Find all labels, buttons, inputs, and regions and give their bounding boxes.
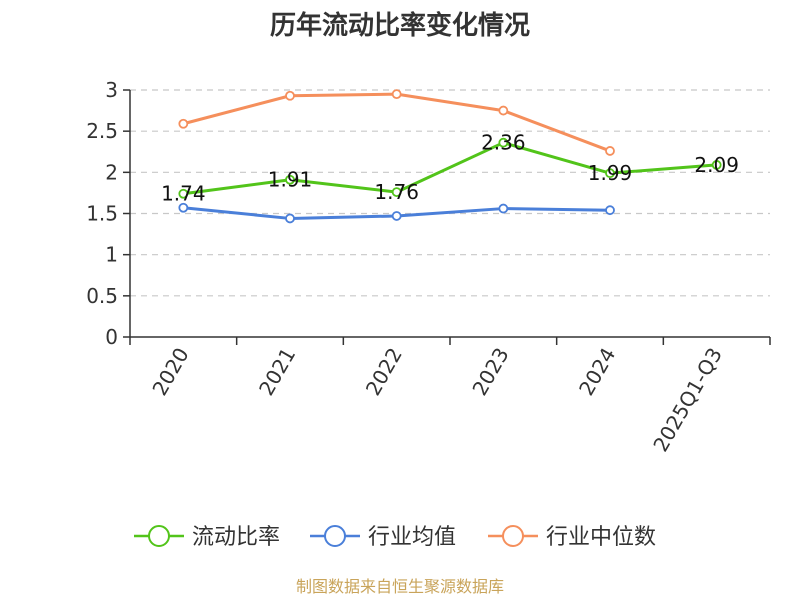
data-point: [178, 202, 189, 213]
series-line: [181, 141, 719, 196]
data-point: [391, 211, 402, 221]
legend-item: 行业中位数: [488, 525, 656, 550]
data-label: 1.74: [161, 182, 206, 206]
data-point: [285, 174, 295, 185]
data-label: 1.76: [374, 180, 419, 204]
y-tick-label: 0.5: [86, 284, 118, 308]
legend-label: 行业中位数: [546, 525, 656, 550]
data-label: 1.99: [588, 161, 633, 185]
legend-label: 流动比率: [192, 525, 280, 550]
data-point: [605, 168, 615, 179]
legend-marker: [148, 525, 170, 547]
x-tick-label: 2024: [574, 344, 620, 400]
data-point: [391, 187, 402, 197]
data-point: [605, 205, 615, 216]
legend: 流动比率 行业均值 行业中位数: [134, 525, 656, 550]
data-point: [391, 89, 402, 100]
x-axis-ticks: 2020 2021 2022 2023 2024 2025Q1-Q3: [129, 337, 771, 456]
data-point: [178, 188, 189, 199]
series-0: [178, 137, 722, 199]
data-point: [285, 213, 295, 224]
data-point: [498, 105, 509, 116]
legend-marker: [502, 525, 524, 547]
data-point: [178, 118, 189, 129]
y-tick-label: 1: [105, 243, 118, 267]
legend-item: 流动比率: [134, 525, 280, 550]
legend-item: 行业均值: [310, 525, 456, 550]
data-point: [285, 90, 295, 101]
data-point: [605, 146, 615, 156]
y-tick-label: 1.5: [86, 202, 118, 226]
data-point: [711, 160, 722, 170]
x-tick-label: 2023: [467, 344, 513, 400]
data-labels: 1.74 1.91 1.76 2.36 1.99 2.09: [161, 131, 739, 206]
y-tick-label: 0: [105, 325, 118, 349]
x-tick-label: 2022: [361, 344, 407, 400]
y-axis-ticks: 0 0.5 1 1.5 2 2.5 3: [86, 78, 130, 349]
series-line: [181, 92, 612, 153]
data-point: [498, 203, 509, 214]
legend-marker: [324, 525, 346, 547]
legend-label: 行业均值: [368, 525, 456, 550]
y-tick-label: 2.5: [86, 119, 118, 143]
data-label: 2.09: [694, 153, 739, 177]
x-tick-label: 2021: [254, 344, 300, 400]
series-1: [178, 202, 615, 224]
grid: [130, 89, 770, 297]
chart-title: 历年流动比率变化情况: [270, 10, 530, 41]
x-tick-label: 2020: [147, 344, 193, 400]
y-tick-label: 2: [105, 160, 118, 184]
series-2: [178, 89, 615, 156]
x-tick-label: 2025Q1-Q3: [648, 344, 727, 456]
y-tick-label: 3: [105, 78, 118, 102]
data-label: 2.36: [481, 131, 526, 155]
source-note: 制图数据来自恒生聚源数据库: [296, 577, 504, 596]
data-label: 1.91: [268, 168, 313, 192]
data-point: [498, 137, 509, 148]
series: [178, 89, 722, 224]
